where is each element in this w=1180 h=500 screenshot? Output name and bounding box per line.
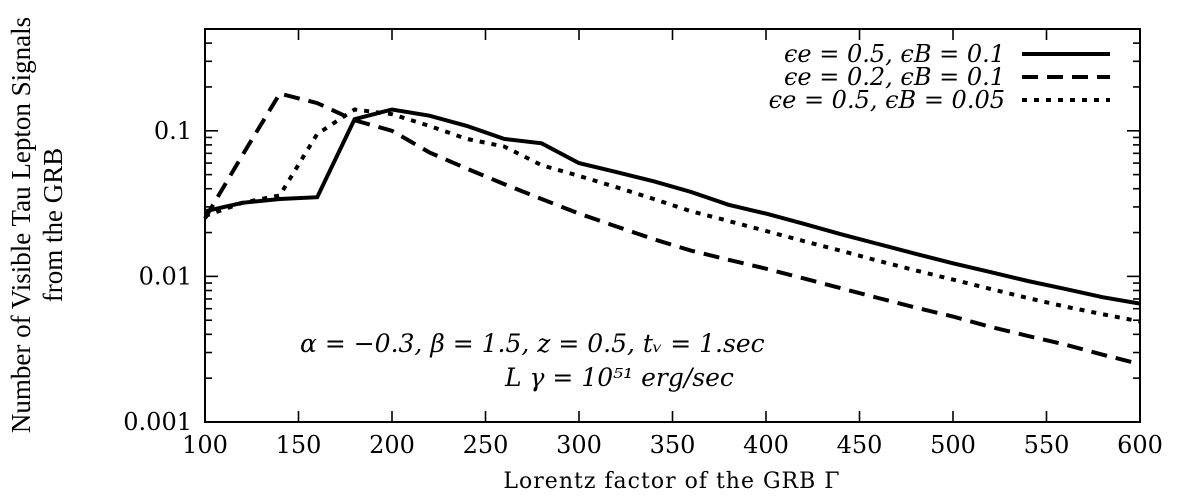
x-tick-label: 500 — [930, 431, 976, 459]
annotation-luminosity: L γ = 10⁵¹ erg/sec — [504, 363, 734, 392]
y-axis-label-line-2: from the GRB — [38, 148, 68, 303]
x-tick-label: 550 — [1024, 431, 1070, 459]
x-tick-label: 600 — [1117, 431, 1163, 459]
x-tick-label: 200 — [369, 431, 415, 459]
legend-label-3: ϵe = 0.5, ϵB = 0.05 — [769, 86, 1005, 114]
x-tick-label: 150 — [276, 431, 322, 459]
x-axis-ticks: 100 150 200 250 300 350 400 450 500 550 600 — [182, 29, 1163, 459]
plot-frame — [204, 28, 1141, 423]
y-axis-label-line-1: Number of Visible Tau Lepton Signals — [6, 17, 36, 433]
x-tick-label: 100 — [182, 431, 228, 459]
series-layer — [203, 91, 1141, 367]
x-tick-label: 300 — [556, 431, 602, 459]
legend-label-1: ϵe = 0.5, ϵB = 0.1 — [784, 40, 1005, 68]
legend: ϵe = 0.5, ϵB = 0.1ϵe = 0.2, ϵB = 0.1ϵe =… — [769, 40, 1110, 114]
x-tick-label: 250 — [463, 431, 509, 459]
y-tick-label: 0.01 — [139, 262, 192, 290]
y-tick-label: 0.001 — [123, 408, 192, 436]
x-tick-label: 350 — [650, 431, 696, 459]
series-line-1 — [204, 107, 1141, 306]
x-axis-label: Lorentz factor of the GRB Γ — [503, 469, 840, 494]
legend-label-2: ϵe = 0.2, ϵB = 0.1 — [784, 63, 1005, 91]
x-tick-label: 450 — [837, 431, 883, 459]
annotation-params: α = −0.3, β = 1.5, z = 0.5, tᵥ = 1.sec — [300, 329, 765, 358]
y-tick-label: 0.1 — [154, 117, 192, 145]
y-axis-label: Number of Visible Tau Lepton Signals fro… — [6, 17, 68, 433]
series-line-2 — [203, 91, 1141, 367]
x-tick-label: 400 — [743, 431, 789, 459]
